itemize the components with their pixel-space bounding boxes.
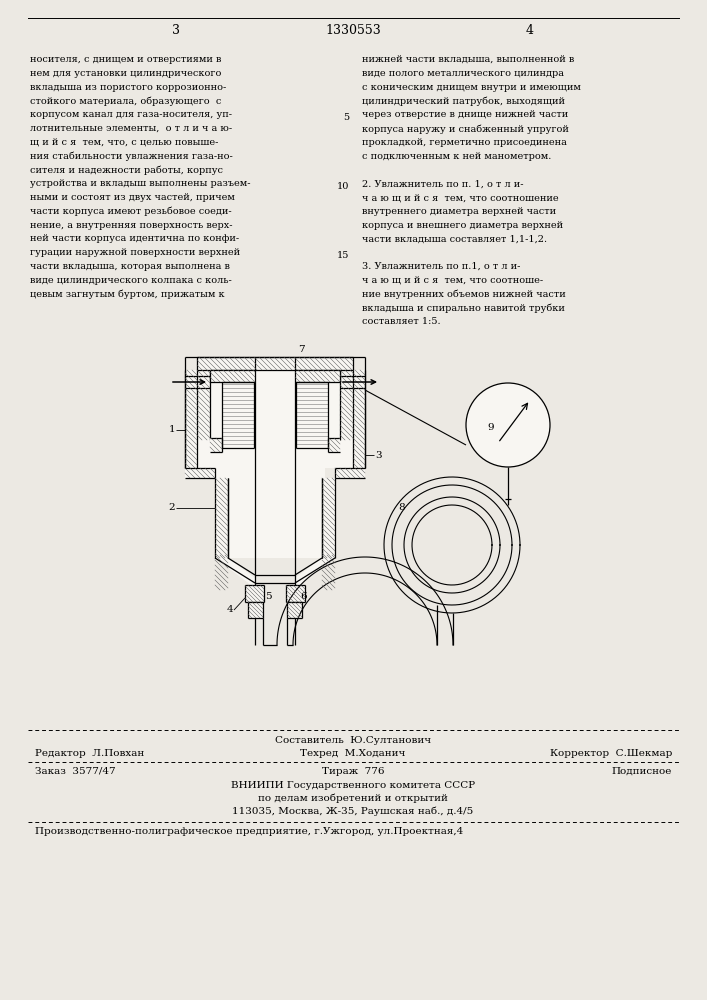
Text: Производственно-полиграфическое предприятие, г.Ужгород, ул.Проектная,4: Производственно-полиграфическое предприя…: [35, 827, 463, 836]
Text: Редактор  Л.Повхан: Редактор Л.Повхан: [35, 749, 144, 758]
Text: ч а ю щ и й с я  тем, что соотношение: ч а ю щ и й с я тем, что соотношение: [362, 193, 559, 202]
Text: части вкладыша составляет 1,1-1,2.: части вкладыша составляет 1,1-1,2.: [362, 234, 547, 243]
Text: ней части корпуса идентична по конфи-: ней части корпуса идентична по конфи-: [30, 234, 239, 243]
Text: 4: 4: [526, 23, 534, 36]
Polygon shape: [245, 585, 264, 602]
Text: 8: 8: [398, 504, 405, 512]
Polygon shape: [286, 585, 305, 602]
Text: 1: 1: [168, 426, 175, 434]
Text: ными и состоят из двух частей, причем: ными и состоят из двух частей, причем: [30, 193, 235, 202]
Text: ч а ю щ и й с я  тем, что соотноше-: ч а ю щ и й с я тем, что соотноше-: [362, 276, 543, 285]
Text: 3: 3: [172, 23, 180, 36]
Polygon shape: [197, 357, 353, 370]
Text: 113035, Москва, Ж-35, Раушская наб., д.4/5: 113035, Москва, Ж-35, Раушская наб., д.4…: [233, 806, 474, 816]
Text: лотнительные элементы,  о т л и ч а ю-: лотнительные элементы, о т л и ч а ю-: [30, 124, 232, 133]
Text: Техред  М.Ходанич: Техред М.Ходанич: [300, 749, 406, 758]
Polygon shape: [295, 558, 335, 588]
Polygon shape: [322, 478, 335, 558]
Text: сителя и надежности работы, корпус: сителя и надежности работы, корпус: [30, 165, 223, 175]
Text: нение, а внутренняя поверхность верх-: нение, а внутренняя поверхность верх-: [30, 221, 233, 230]
Text: вкладыша и спирально навитой трубки: вкладыша и спирально навитой трубки: [362, 303, 565, 313]
Polygon shape: [185, 468, 215, 478]
Polygon shape: [215, 478, 228, 558]
Polygon shape: [210, 370, 255, 382]
Text: 10: 10: [337, 182, 349, 191]
Polygon shape: [215, 468, 325, 558]
Text: виде полого металлического цилиндра: виде полого металлического цилиндра: [362, 69, 564, 78]
Text: по делам изобретений и открытий: по делам изобретений и открытий: [258, 794, 448, 803]
Text: Подписное: Подписное: [612, 767, 672, 776]
Circle shape: [466, 383, 550, 467]
Polygon shape: [215, 558, 255, 588]
Text: 7: 7: [298, 345, 305, 354]
Text: 3: 3: [375, 450, 382, 460]
Text: Корректор  С.Шекмар: Корректор С.Шекмар: [549, 749, 672, 758]
Polygon shape: [328, 438, 340, 452]
Text: составляет 1:5.: составляет 1:5.: [362, 317, 440, 326]
Text: нижней части вкладыша, выполненной в: нижней части вкладыша, выполненной в: [362, 55, 574, 64]
Text: части вкладыша, которая выполнена в: части вкладыша, которая выполнена в: [30, 262, 230, 271]
Polygon shape: [335, 468, 365, 478]
Text: щ и й с я  тем, что, с целью повыше-: щ и й с я тем, что, с целью повыше-: [30, 138, 218, 147]
Text: корпусом канал для газа-носителя, уп-: корпусом канал для газа-носителя, уп-: [30, 110, 232, 119]
Text: цевым загнутым буртом, прижатым к: цевым загнутым буртом, прижатым к: [30, 290, 225, 299]
Text: ВНИИПИ Государственного комитета СССР: ВНИИПИ Государственного комитета СССР: [231, 781, 475, 790]
Polygon shape: [210, 438, 222, 452]
Text: корпуса наружу и снабженный упругой: корпуса наружу и снабженный упругой: [362, 124, 569, 133]
Text: ние внутренних объемов нижней части: ние внутренних объемов нижней части: [362, 290, 566, 299]
Text: 1330553: 1330553: [325, 23, 381, 36]
Text: 9: 9: [487, 424, 494, 432]
Polygon shape: [197, 370, 353, 468]
Text: 5: 5: [264, 592, 271, 601]
Text: стойкого материала, образующего  с: стойкого материала, образующего с: [30, 96, 221, 106]
Text: ния стабильности увлажнения газа-но-: ния стабильности увлажнения газа-но-: [30, 152, 233, 161]
Text: виде цилиндрического колпака с коль-: виде цилиндрического колпака с коль-: [30, 276, 232, 285]
Text: Составитель  Ю.Султанович: Составитель Ю.Султанович: [275, 736, 431, 745]
Text: Заказ  3577/47: Заказ 3577/47: [35, 767, 116, 776]
Polygon shape: [353, 370, 365, 468]
Text: устройства и вкладыш выполнены разъем-: устройства и вкладыш выполнены разъем-: [30, 179, 250, 188]
Polygon shape: [248, 602, 263, 618]
Text: 4: 4: [226, 605, 233, 614]
Text: 15: 15: [337, 251, 349, 260]
Text: с подключенным к ней манометром.: с подключенным к ней манометром.: [362, 152, 551, 161]
Text: через отверстие в днище нижней части: через отверстие в днище нижней части: [362, 110, 568, 119]
Text: 5: 5: [343, 113, 349, 122]
Text: внутреннего диаметра верхней части: внутреннего диаметра верхней части: [362, 207, 556, 216]
Text: прокладкой, герметично присоединена: прокладкой, герметично присоединена: [362, 138, 567, 147]
Polygon shape: [185, 370, 197, 468]
Text: корпуса и внешнего диаметра верхней: корпуса и внешнего диаметра верхней: [362, 221, 563, 230]
Polygon shape: [340, 370, 353, 440]
Text: 2. Увлажнитель по п. 1, о т л и-: 2. Увлажнитель по п. 1, о т л и-: [362, 179, 523, 188]
Text: Тираж  776: Тираж 776: [322, 767, 384, 776]
Polygon shape: [150, 350, 600, 670]
Text: гурации наружной поверхности верхней: гурации наружной поверхности верхней: [30, 248, 240, 257]
Polygon shape: [287, 602, 302, 618]
Text: носителя, с днищем и отверстиями в: носителя, с днищем и отверстиями в: [30, 55, 221, 64]
Text: части корпуса имеют резьбовое соеди-: части корпуса имеют резьбовое соеди-: [30, 207, 232, 216]
Text: 6: 6: [300, 592, 307, 601]
Text: вкладыша из пористого коррозионно-: вкладыша из пористого коррозионно-: [30, 83, 226, 92]
Text: 3. Увлажнитель по п.1, о т л и-: 3. Увлажнитель по п.1, о т л и-: [362, 262, 520, 271]
Polygon shape: [295, 370, 340, 382]
Text: цилиндрический патрубок, выходящий: цилиндрический патрубок, выходящий: [362, 96, 565, 106]
Text: нем для установки цилиндрического: нем для установки цилиндрического: [30, 69, 221, 78]
Polygon shape: [197, 370, 210, 440]
Text: 2: 2: [168, 504, 175, 512]
Text: с коническим днищем внутри и имеющим: с коническим днищем внутри и имеющим: [362, 83, 581, 92]
